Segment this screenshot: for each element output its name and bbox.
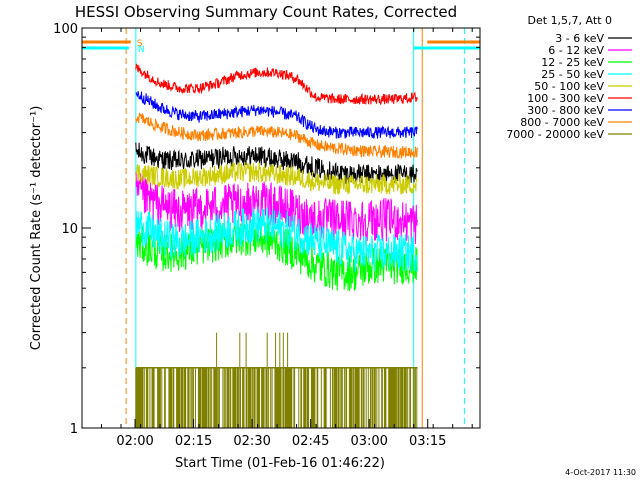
series-path-0 <box>135 142 418 185</box>
series-1 <box>135 171 418 245</box>
legend-label-1: 6 - 12 keV <box>548 44 604 57</box>
chart-title: HESSI Observing Summary Count Rates, Cor… <box>75 3 457 21</box>
legend-label-0: 3 - 6 keV <box>555 32 604 45</box>
series-8 <box>135 332 418 428</box>
legend-label-6: 300 - 800 keV <box>527 104 604 117</box>
flag-N-label: N <box>138 45 145 55</box>
y-axis-label: Corrected Count Rate (s⁻¹ detector⁻¹) <box>29 106 44 351</box>
series-6 <box>135 91 418 139</box>
series-7 <box>135 112 418 160</box>
legend-label-8: 7000 - 20000 keV <box>506 128 604 141</box>
y-tick-label-1: 10 <box>61 222 78 237</box>
y-tick-label-2: 100 <box>53 22 78 37</box>
legend-header: Det 1,5,7, Att 0 <box>528 14 612 27</box>
series-path-6 <box>135 91 418 139</box>
flag-S-label: S <box>137 39 143 49</box>
x-axis-label: Start Time (01-Feb-16 01:46:22) <box>175 456 385 471</box>
series-path-7000-20000 <box>135 332 418 428</box>
series-path-3 <box>135 206 418 272</box>
x-tick-label-2: 02:30 <box>233 434 270 449</box>
y-axis: 1 10 100 <box>53 22 480 437</box>
series-0 <box>135 142 418 185</box>
series-4 <box>135 161 418 196</box>
x-tick-label-1: 02:15 <box>175 434 212 449</box>
series-3 <box>135 206 418 272</box>
legend-label-3: 25 - 50 keV <box>541 68 604 81</box>
x-tick-label-3: 02:45 <box>292 434 329 449</box>
y-tick-label-0: 1 <box>70 422 78 437</box>
series-path-4 <box>135 161 418 196</box>
x-tick-label-0: 02:00 <box>116 434 153 449</box>
plot-timestamp: 4-Oct-2017 11:30 <box>565 468 636 477</box>
x-tick-label-5: 03:15 <box>409 434 446 449</box>
series-path-5 <box>135 63 418 106</box>
legend-label-2: 12 - 25 keV <box>541 56 604 69</box>
legend-label-4: 50 - 100 keV <box>534 80 604 93</box>
x-axis: 02:00 02:15 02:30 02:45 03:00 03:15 <box>81 28 473 449</box>
legend-label-5: 100 - 300 keV <box>527 92 604 105</box>
series-path-1 <box>135 171 418 245</box>
legend-label-7: 800 - 7000 keV <box>520 116 604 129</box>
x-tick-label-4: 03:00 <box>350 434 387 449</box>
plot-area <box>125 28 465 428</box>
series-5 <box>135 63 418 106</box>
flag-bars: SN <box>82 39 480 55</box>
series-path-7 <box>135 112 418 160</box>
